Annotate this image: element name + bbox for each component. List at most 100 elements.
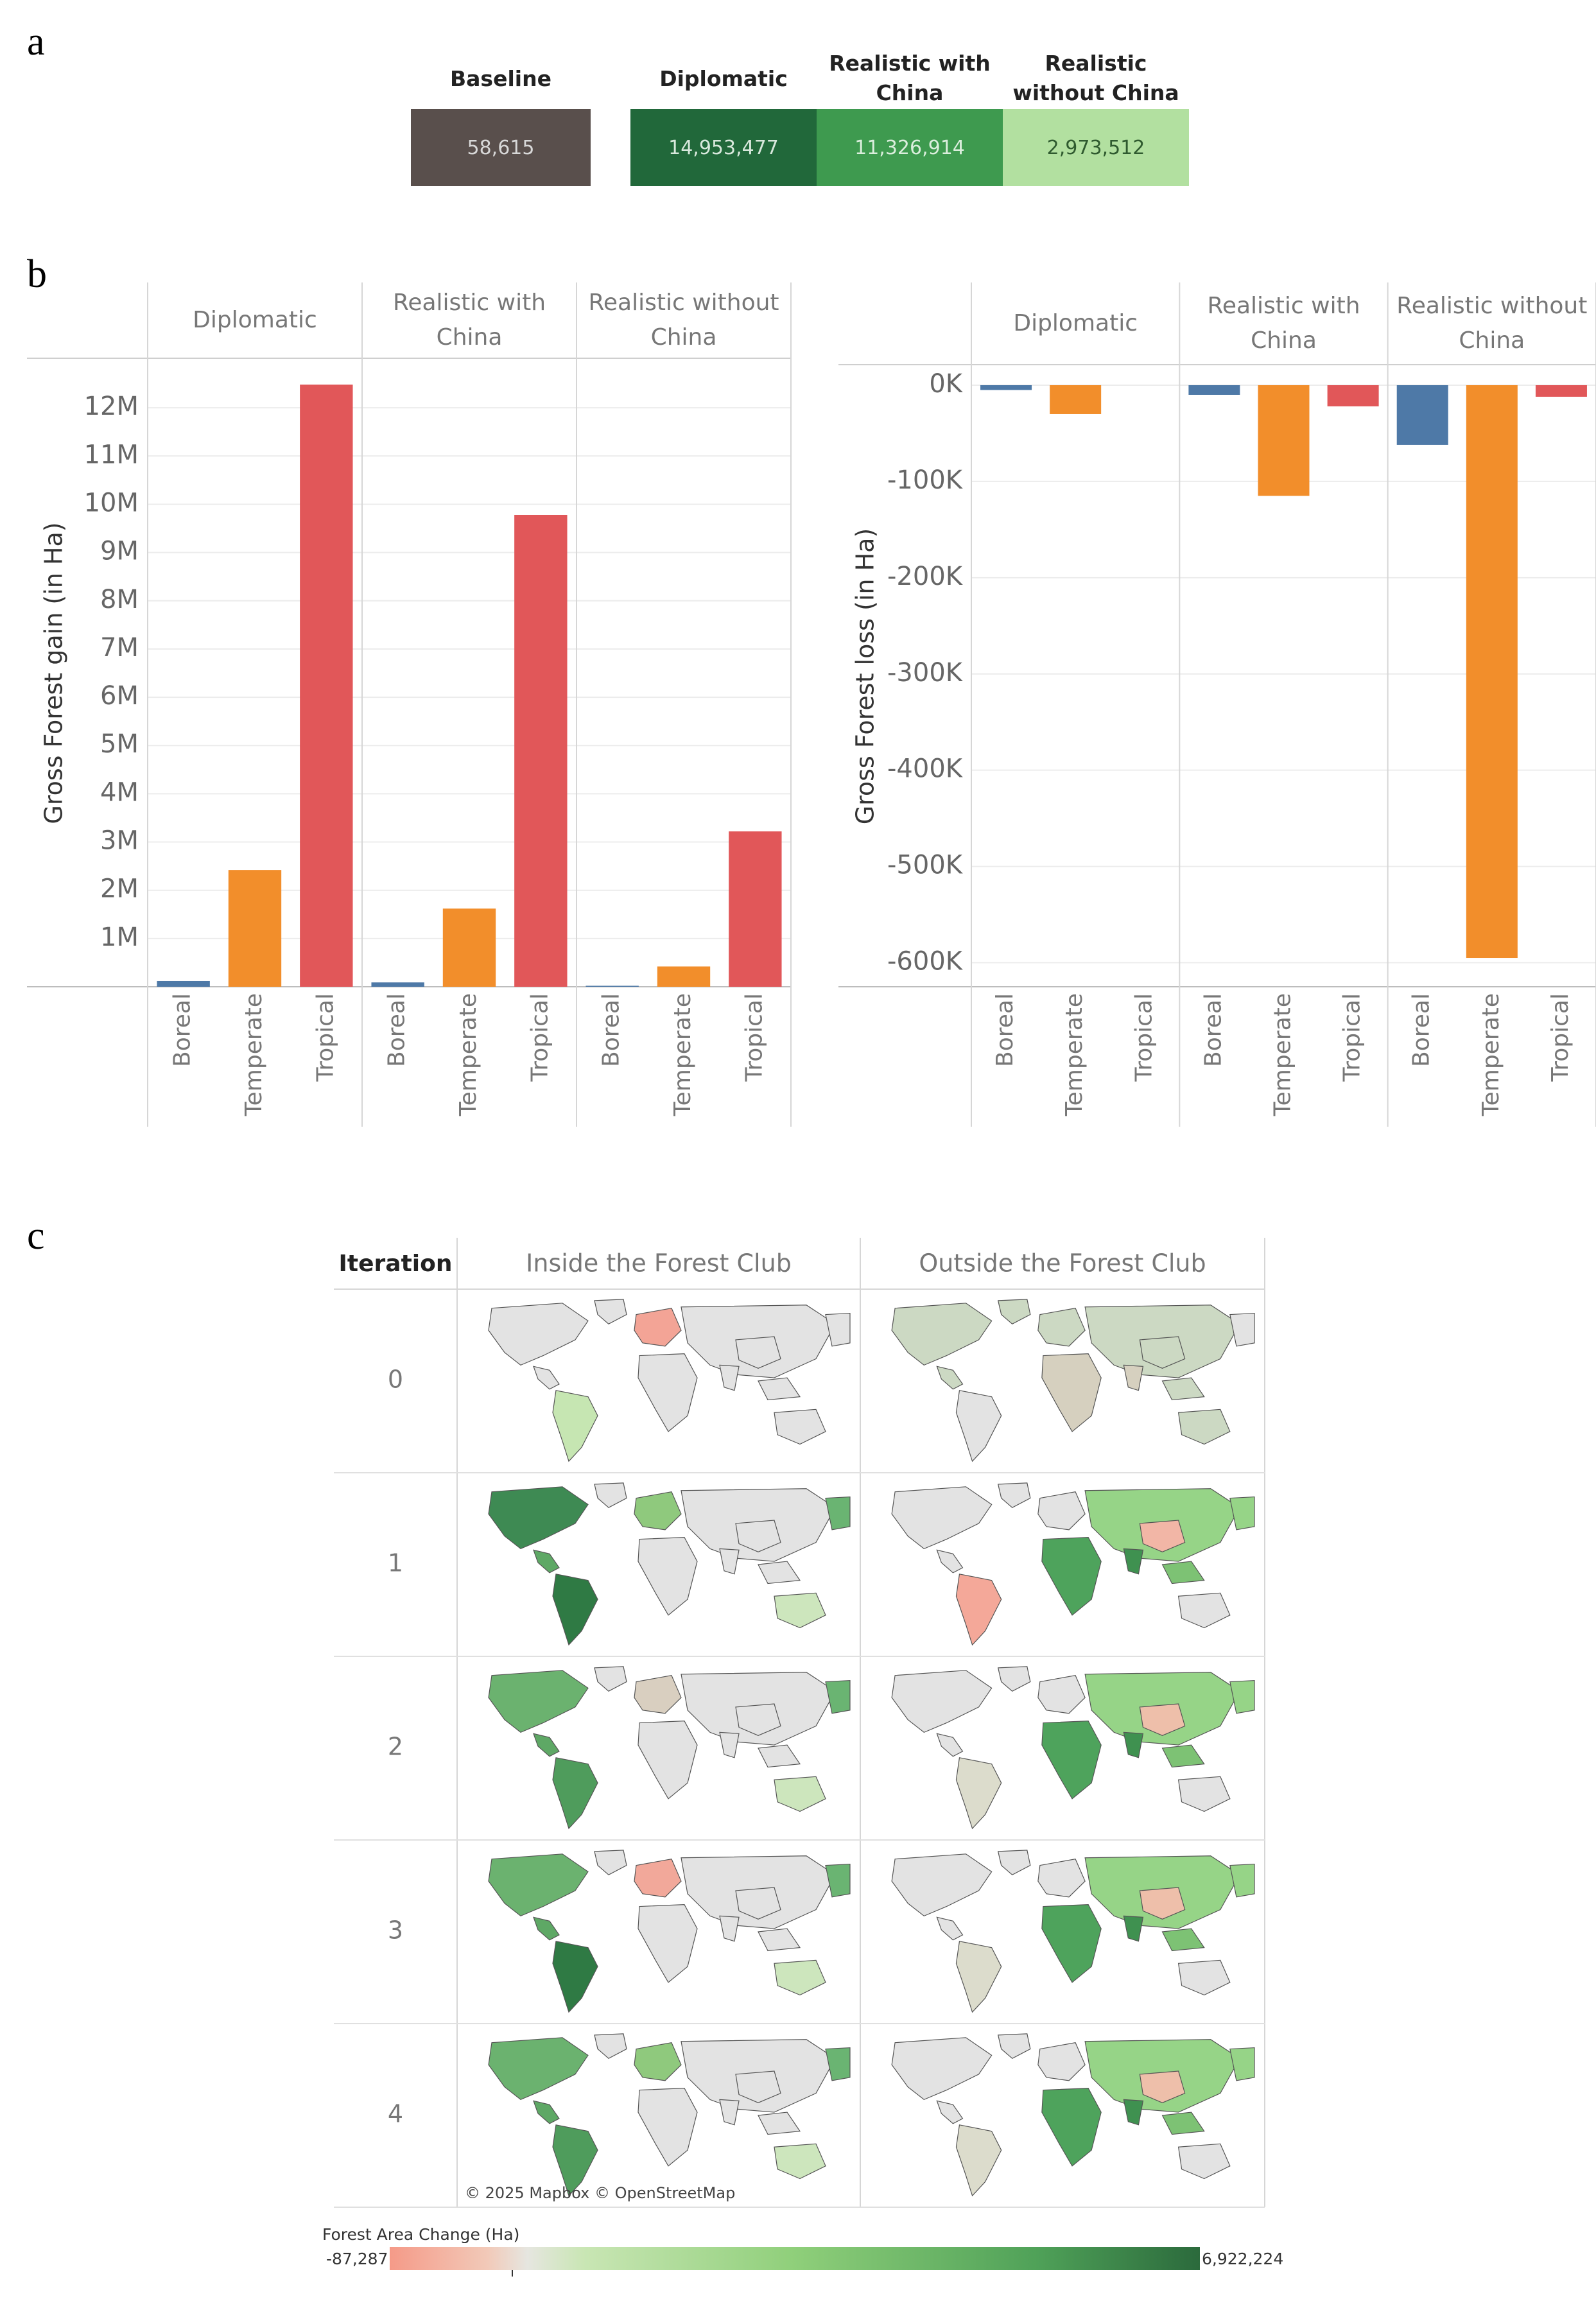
row-label: 1 [388, 1549, 403, 1577]
summary-value-realistic-with-china: 11,326,914 [817, 109, 1003, 186]
map-region-au [774, 1776, 826, 1812]
map-region-india [1123, 1364, 1144, 1391]
map-region-ca [533, 1916, 560, 1941]
map-region-sa [552, 1390, 598, 1462]
world-map [891, 1482, 1255, 1646]
map-region-greenland [594, 1482, 627, 1509]
map-region-greenland [997, 1482, 1031, 1509]
y-tick-label: 5M [100, 729, 139, 759]
row-label: 0 [388, 1366, 403, 1394]
map-region-sa [955, 1574, 1002, 1646]
map-region-sa [552, 1941, 598, 2013]
y-tick-label: 0K [929, 369, 963, 399]
map-region-na [891, 1486, 993, 1550]
y-tick-label: 7M [100, 633, 139, 663]
map-region-af [1041, 1537, 1102, 1616]
x-tick-label: Tropical [741, 993, 767, 1082]
map-region-china [1139, 1887, 1186, 1920]
map-region-india [1123, 1548, 1144, 1575]
x-tick-label: Boreal [598, 993, 625, 1067]
x-tick-label: Temperate [1270, 993, 1296, 1116]
facet-header-1-line-1: China [437, 324, 503, 351]
x-tick-label: Tropical [1131, 993, 1157, 1082]
row-header: Iteration [339, 1251, 453, 1277]
legend-min-label: -87,287 [326, 2250, 388, 2268]
row-label: 3 [388, 1916, 403, 1945]
map-grid: Iteration Inside the Forest Club Outside t… [334, 1238, 1265, 2208]
map-region-china [1139, 2070, 1186, 2103]
x-tick-label: Temperate [1061, 993, 1088, 1116]
world-map [488, 1482, 851, 1646]
map-region-india [1123, 1731, 1144, 1758]
map-region-india [1123, 1915, 1144, 1942]
summary-header-realistic-without-china: Realistic without China [1012, 51, 1179, 105]
map-region-china [1139, 1336, 1186, 1369]
column-header: Inside the Forest Club [526, 1249, 792, 1278]
row-label: 4 [388, 2100, 403, 2128]
map-region-sea [758, 1377, 801, 1401]
facet-header-1-line-1: China [1251, 327, 1317, 354]
map-region-china [735, 2070, 781, 2103]
map-region-alaska [1229, 1863, 1255, 1898]
bar-temperate [228, 870, 282, 987]
map-region-au [774, 1959, 826, 1996]
map-region-eu [1037, 1675, 1086, 1714]
bar-boreal [371, 982, 424, 987]
map-region-alaska [825, 2047, 851, 2081]
map-region-greenland [594, 1850, 627, 1876]
facet-header-2-line-0: Realistic without [588, 290, 779, 316]
map-region-af [1041, 1353, 1102, 1432]
world-map [891, 1299, 1255, 1462]
map-region-sa [955, 1757, 1002, 1830]
legend-title: Forest Area Change (Ha) [322, 2225, 520, 2244]
map-region-au [774, 1592, 826, 1629]
map-region-af [638, 2088, 698, 2167]
map-region-ca [936, 1549, 964, 1574]
y-tick-label: 12M [84, 392, 139, 421]
x-tick-label: Boreal [1200, 993, 1226, 1067]
legend-zero-tick [512, 2270, 513, 2277]
map-region-alaska [1229, 1679, 1255, 1714]
map-region-greenland [997, 1666, 1031, 1692]
bar-temperate [1258, 385, 1310, 496]
map-region-sea [1161, 1928, 1205, 1952]
map-region-ca [533, 1549, 560, 1574]
map-region-na [488, 1853, 589, 1917]
world-map [488, 1850, 851, 2013]
bar-tropical [1327, 385, 1379, 406]
bar-boreal [980, 385, 1032, 390]
y-tick-label: 9M [100, 537, 139, 566]
map-region-na [891, 2037, 993, 2101]
map-region-india [719, 1731, 740, 1758]
world-map [488, 1666, 851, 1830]
map-region-ca [936, 1916, 964, 1941]
bar-tropical [300, 385, 353, 987]
map-region-china [735, 1520, 781, 1552]
map-region-sa [552, 2124, 598, 2197]
row-label: 2 [388, 1733, 403, 1761]
map-region-sea [1161, 1744, 1205, 1768]
map-region-sa [552, 1574, 598, 1646]
world-map [891, 2033, 1255, 2197]
x-tick-label: Temperate [241, 993, 267, 1116]
map-region-eu [1037, 1859, 1086, 1898]
map-region-au [774, 2143, 826, 2180]
map-region-sea [1161, 1377, 1205, 1401]
facet-header-2-line-1: China [1459, 327, 1525, 354]
y-tick-label: -200K [887, 562, 964, 591]
map-region-alaska [825, 1312, 851, 1347]
summary-header-diplomatic: Diplomatic [659, 66, 788, 91]
facet-header-1-line-0: Realistic with [1207, 293, 1360, 319]
bar-boreal [157, 980, 210, 987]
map-region-greenland [594, 2033, 627, 2060]
map-region-sea [1161, 1561, 1205, 1584]
facet-header-2-line-1: China [651, 324, 717, 351]
y-tick-label: -100K [887, 465, 964, 495]
legend-gradient [390, 2247, 1200, 2270]
y-tick-label: 6M [100, 681, 139, 711]
panel-label-b: b [27, 252, 47, 296]
map-region-ca [936, 1366, 964, 1390]
map-region-na [891, 1303, 993, 1366]
world-map [488, 2033, 851, 2197]
map-region-ca [533, 1366, 560, 1390]
